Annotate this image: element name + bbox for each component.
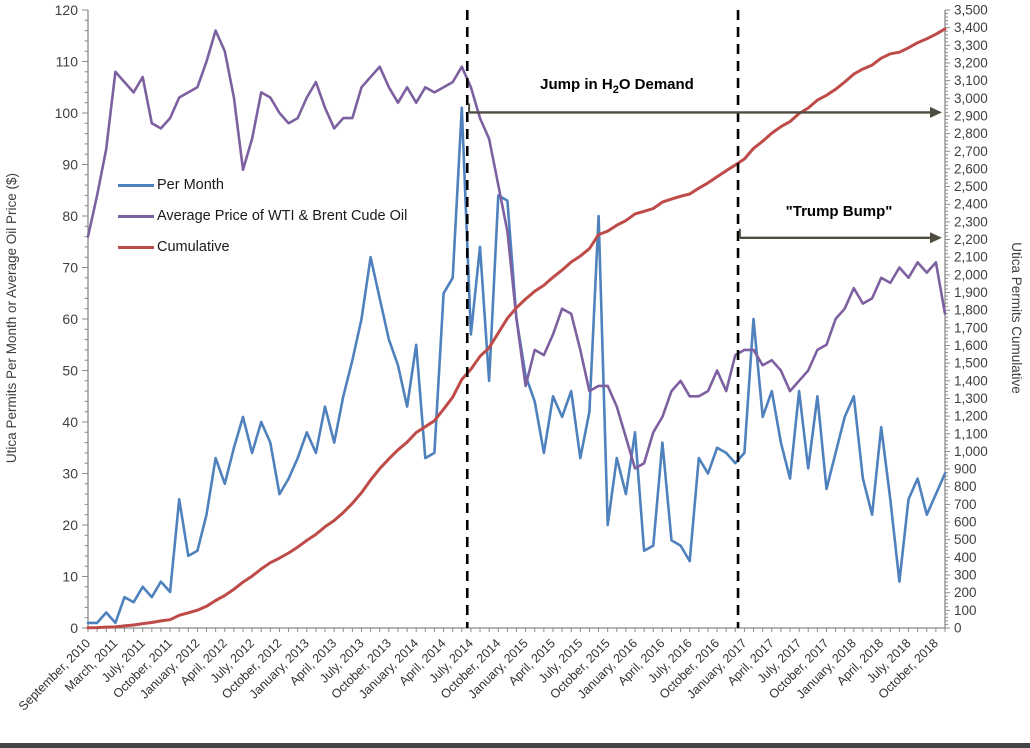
right-tick-label: 3,100 [954,73,988,88]
left-axis-title: Utica Permits Per Month or Average Oil P… [4,172,19,464]
left-tick-label: 20 [62,517,78,533]
right-tick-label: 2,900 [954,108,988,123]
legend-swatch-cumulative [118,245,154,249]
right-tick-label: 2,000 [954,267,988,282]
legend-label-oil-price: Average Price of WTI & Brent Cude Oil [157,208,408,224]
right-tick-label: 600 [954,515,977,530]
right-tick-label: 900 [954,462,977,477]
legend-label-per-month: Per Month [157,177,224,193]
right-tick-label: 700 [954,497,977,512]
right-tick-label: 800 [954,479,977,494]
bottom-edge [0,743,1030,748]
right-tick-label: 200 [954,585,977,600]
right-tick-label: 3,300 [954,38,988,53]
left-tick-label: 80 [62,208,78,224]
annotation-jump-h2o: Jump in H2O Demand [540,76,694,96]
left-tick-label: 40 [62,414,78,430]
left-tick-label: 70 [62,259,78,275]
right-tick-label: 1,600 [954,338,988,353]
arrow-head-icon [930,106,942,118]
right-tick-label: 1,900 [954,285,988,300]
left-tick-label: 0 [70,620,78,636]
right-tick-label: 1,500 [954,356,988,371]
left-tick-label: 10 [62,568,78,584]
right-tick-label: 1,100 [954,426,988,441]
right-tick-label: 1,300 [954,391,988,406]
arrow-head-icon [930,232,942,244]
right-tick-label: 1,700 [954,320,988,335]
right-tick-label: 2,800 [954,126,988,141]
series-line-average-price-of-wti-brent-cude-oil [86,29,947,470]
legend-item-per-month: Per Month [118,174,407,196]
right-tick-label: 2,200 [954,232,988,247]
right-tick-label: 2,100 [954,250,988,265]
right-tick-label: 1,200 [954,409,988,424]
left-tick-label: 120 [55,2,79,18]
right-tick-label: 1,800 [954,303,988,318]
legend-item-oil-price: Average Price of WTI & Brent Cude Oil [118,205,407,227]
right-tick-label: 500 [954,532,977,547]
legend-swatch-per-month [118,183,154,187]
right-tick-label: 2,300 [954,214,988,229]
right-tick-label: 2,700 [954,144,988,159]
left-tick-label: 90 [62,156,78,172]
right-axis-title: Utica Permits Cumulative [1009,242,1024,394]
right-tick-label: 3,200 [954,55,988,70]
legend-swatch-oil-price [118,214,154,218]
right-tick-label: 3,500 [954,3,988,18]
left-tick-label: 110 [56,53,79,69]
right-tick-label: 2,600 [954,161,988,176]
left-tick-label: 60 [62,311,78,327]
legend: Per Month Average Price of WTI & Brent C… [118,174,407,267]
right-tick-label: 300 [954,568,977,583]
left-tick-label: 50 [62,362,78,378]
right-tick-label: 400 [954,550,977,565]
legend-label-cumulative: Cumulative [157,239,230,255]
right-tick-label: 2,400 [954,197,988,212]
left-tick-label: 30 [62,465,78,481]
left-tick-label: 100 [55,105,79,121]
legend-item-cumulative: Cumulative [118,236,407,258]
right-tick-label: 0 [954,621,962,636]
right-tick-label: 3,000 [954,91,988,106]
annotation-trump-bump: "Trump Bump" [785,203,893,220]
right-tick-label: 100 [954,603,977,618]
right-tick-label: 3,400 [954,20,988,35]
right-tick-label: 1,400 [954,373,988,388]
right-tick-label: 1,000 [954,444,988,459]
right-tick-label: 2,500 [954,179,988,194]
